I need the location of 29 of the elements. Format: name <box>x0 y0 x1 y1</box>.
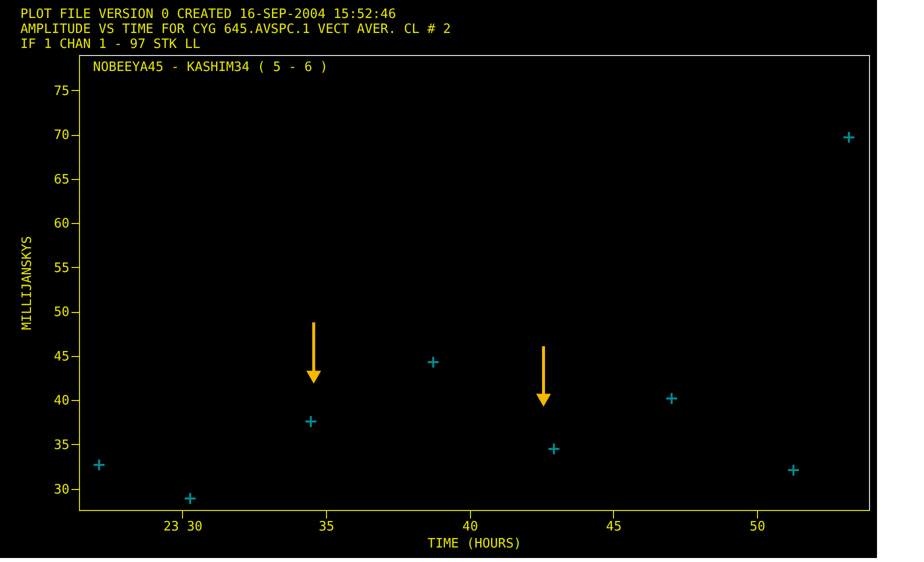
y-tick-label: 50 <box>54 305 70 320</box>
y-tick-label: 70 <box>54 128 70 144</box>
y-tick-label: 30 <box>54 482 70 498</box>
point <box>304 415 318 428</box>
point <box>665 392 678 405</box>
point <box>184 492 197 505</box>
y-tick-label: 35 <box>54 438 70 453</box>
text: AMPLITUDE VS TIME FOR CYG 645.AVSPC.1 VECT AVER. CL # 2 <box>20 22 451 37</box>
annotation: NOBEEYA45 - KASHIM34 ( 5 - 6 ) <box>93 60 328 75</box>
point <box>547 442 560 456</box>
x-tick-label: 45 <box>606 520 622 534</box>
x-axis-title: TIME (HOURS) <box>428 536 522 552</box>
text: IF 1 CHAN 1 - 97 STK LL <box>20 37 200 52</box>
x-tick-label: 23 30 <box>163 520 202 534</box>
x-tick-label: 40 <box>462 520 478 534</box>
y-tick-label: 75 <box>54 84 70 99</box>
y-tick-label: 55 <box>54 260 70 276</box>
y-axis-title: MILLIJANSKYS <box>20 236 35 330</box>
y-tick-label: 40 <box>54 394 70 409</box>
point <box>842 130 856 144</box>
y-tick-label: 65 <box>54 172 70 188</box>
x-tick-label: 35 <box>318 520 334 534</box>
y-tick-label: 45 <box>54 349 70 364</box>
point <box>426 356 440 369</box>
x-tick-label: 50 <box>750 520 766 534</box>
point <box>92 458 106 472</box>
text: PLOT FILE VERSION 0 CREATED 16-SEP-2004 15:52:46 <box>20 7 396 22</box>
y-tick-label: 60 <box>54 216 70 232</box>
point <box>786 464 800 477</box>
